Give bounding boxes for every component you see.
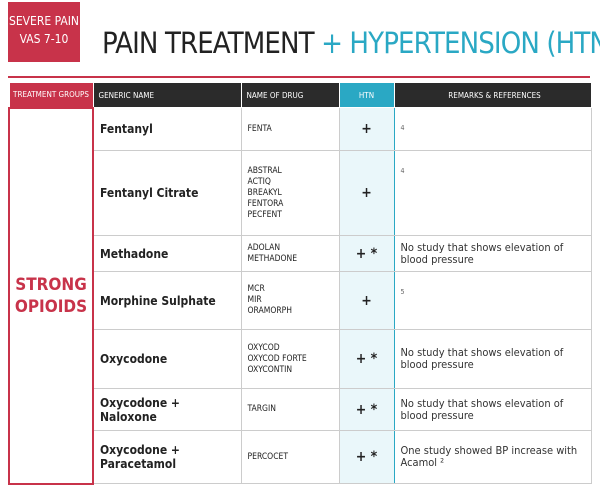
header-row: TREATMENT GROUPS GENERIC NAME NAME OF DRUG… xyxy=(8,82,592,108)
drug-name: ABSTRAL xyxy=(247,165,282,176)
generic-name: Oxycodone + Naloxone xyxy=(92,388,242,431)
drug-names: ABSTRAL ACTIQ BREAKYL FENTORA PECFENT xyxy=(240,150,340,236)
drug-name: BREAKYL xyxy=(247,187,282,198)
drug-names: TARGIN xyxy=(240,388,340,431)
htn-mark: + * xyxy=(338,329,395,389)
generic-name: Oxycodone + Paracetamol xyxy=(92,430,242,484)
drug-name: ADOLAN xyxy=(247,242,281,253)
drug-name: ACTIQ xyxy=(247,176,271,187)
drug-names: MCR MIR ORAMORPH xyxy=(240,271,340,330)
drug-names: FENTA xyxy=(240,107,340,151)
group-cell: STRONG OPIOIDS xyxy=(8,106,94,485)
badge-line: VAS 7-10 xyxy=(19,32,69,46)
severity-badge: SEVERE PAIN VAS 7-10 xyxy=(8,2,80,62)
drug-name: PERCOCET xyxy=(247,451,289,462)
table-row: STRONG OPIOIDS Fentanyl FENTA +4 xyxy=(8,106,592,485)
remarks: One study showed BP increase with Acamol… xyxy=(393,430,592,484)
column-header: REMARKS & REFERENCES xyxy=(393,82,592,108)
htn-mark: + * xyxy=(338,235,395,272)
generic-name: Morphine Sulphate xyxy=(92,271,242,330)
drug-name: OXYCOD FORTE xyxy=(247,353,307,364)
title: PAIN TREATMENT + HYPERTENSION (HTN) xyxy=(102,26,600,60)
remarks: No study that shows elevation of blood p… xyxy=(393,388,592,431)
htn-mark: + xyxy=(338,107,395,151)
treatment-table: TREATMENT GROUPS GENERIC NAME NAME OF DRUG… xyxy=(8,82,592,485)
drug-name: ORAMORPH xyxy=(247,306,293,316)
column-header: NAME OF DRUG xyxy=(240,82,340,108)
remarks: No study that shows elevation of blood p… xyxy=(393,329,592,389)
drug-name: MIR xyxy=(247,295,262,305)
remarks: 5 xyxy=(393,271,592,330)
drug-names: OXYCOD OXYCOD FORTE OXYCONTIN xyxy=(240,329,340,389)
table-row: Oxycodone OXYCOD OXYCOD FORTE OXYCONTIN + * N… xyxy=(9,329,592,389)
generic-name: Methadone xyxy=(92,235,242,272)
title-main: PAIN TREATMENT xyxy=(102,26,315,60)
generic-name: Fentanyl Citrate xyxy=(92,150,242,236)
drug-name: OXYCONTIN xyxy=(247,364,293,375)
htn-mark: + xyxy=(338,150,395,236)
drug-name: TARGIN xyxy=(247,404,276,414)
column-header: TREATMENT GROUPS xyxy=(8,82,94,108)
table-row: Morphine Sulphate MCR MIR ORAMORPH +5 xyxy=(9,271,592,330)
remarks: 4 xyxy=(393,107,592,151)
drug-name: METHADONE xyxy=(247,253,298,264)
drug-names: ADOLAN METHADONE xyxy=(240,235,340,272)
drug-name: PECFENT xyxy=(247,209,282,220)
drug-names: PERCOCET xyxy=(240,430,340,484)
table-row: Fentanyl Citrate ABSTRAL ACTIQ BREAKYL FENTO… xyxy=(9,150,592,236)
divider xyxy=(8,76,590,78)
column-header: GENERIC NAME xyxy=(92,82,242,108)
remarks: No study that shows elevation of blood p… xyxy=(393,235,592,272)
table-row: Methadone ADOLAN METHADONE + * No study that… xyxy=(9,235,592,272)
column-header: HTN xyxy=(338,82,395,108)
htn-mark: + xyxy=(338,271,395,330)
drug-name: FENTA xyxy=(247,123,272,134)
badge-line: SEVERE PAIN xyxy=(8,14,79,28)
title-highlight: + HYPERTENSION (HTN) xyxy=(321,26,600,60)
table-row: Oxycodone + Paracetamol PERCOCET + * One st… xyxy=(9,430,592,484)
drug-name: FENTORA xyxy=(247,198,284,209)
remarks: 4 xyxy=(393,150,592,236)
generic-name: Fentanyl xyxy=(92,107,242,151)
drug-name: MCR xyxy=(247,284,265,294)
htn-mark: + * xyxy=(338,388,395,431)
drug-name: OXYCOD xyxy=(247,342,280,353)
htn-mark: + * xyxy=(338,430,395,484)
generic-name: Oxycodone xyxy=(92,329,242,389)
table-row: Oxycodone + Naloxone TARGIN + * No study th… xyxy=(9,388,592,431)
